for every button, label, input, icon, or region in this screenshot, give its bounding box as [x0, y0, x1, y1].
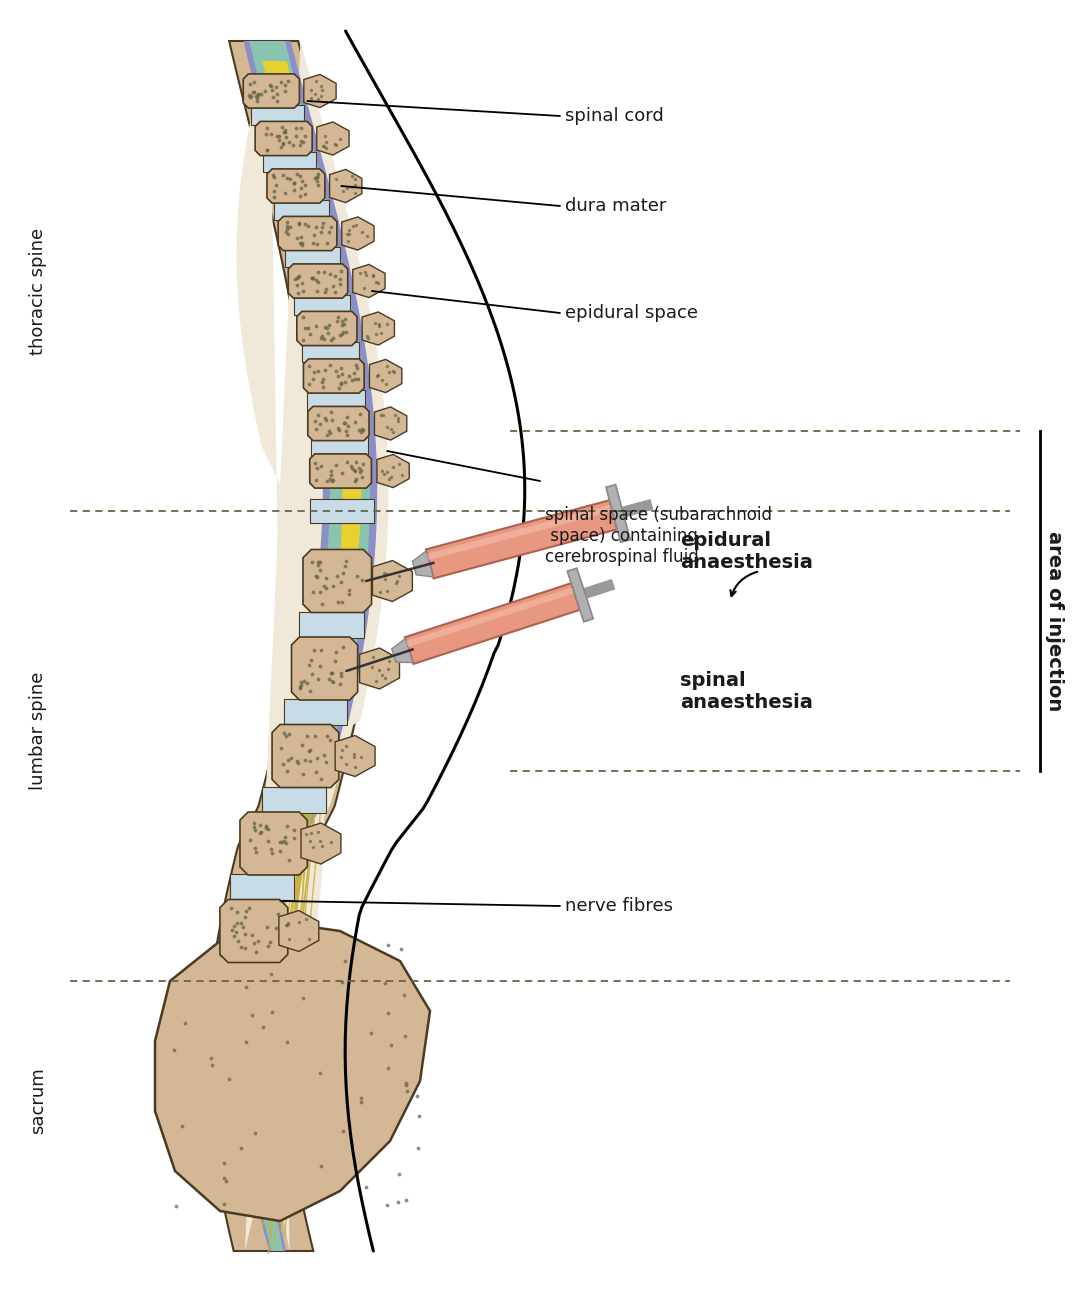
Polygon shape: [303, 359, 364, 393]
Polygon shape: [427, 505, 612, 561]
Polygon shape: [303, 549, 372, 613]
Polygon shape: [392, 639, 413, 662]
Polygon shape: [375, 407, 407, 440]
Polygon shape: [240, 42, 370, 1252]
Polygon shape: [310, 454, 372, 488]
Polygon shape: [302, 342, 359, 362]
Text: spinal cord: spinal cord: [565, 107, 664, 125]
Polygon shape: [220, 899, 287, 963]
Polygon shape: [262, 61, 362, 742]
Polygon shape: [230, 874, 294, 900]
Polygon shape: [251, 105, 303, 125]
Polygon shape: [235, 42, 377, 1252]
Text: area of injection: area of injection: [1045, 531, 1065, 712]
Polygon shape: [285, 247, 340, 267]
Polygon shape: [316, 122, 349, 155]
Text: sacrum: sacrum: [29, 1068, 48, 1134]
Polygon shape: [279, 216, 337, 251]
Polygon shape: [360, 648, 400, 690]
Polygon shape: [207, 42, 384, 1252]
Polygon shape: [405, 583, 580, 664]
Polygon shape: [274, 200, 328, 220]
Text: nerve fibres: nerve fibres: [565, 896, 673, 915]
Polygon shape: [413, 550, 433, 576]
Polygon shape: [237, 42, 389, 1252]
Polygon shape: [299, 611, 364, 637]
Polygon shape: [292, 637, 357, 700]
Polygon shape: [262, 152, 316, 172]
Polygon shape: [294, 295, 350, 315]
Polygon shape: [279, 911, 319, 951]
Polygon shape: [303, 74, 336, 108]
Polygon shape: [288, 264, 348, 298]
Polygon shape: [362, 312, 394, 345]
Text: dura mater: dura mater: [565, 196, 666, 215]
Polygon shape: [284, 699, 347, 725]
Text: epidural space: epidural space: [565, 304, 698, 323]
Polygon shape: [156, 921, 430, 1222]
Text: epidural
anaesthesia: epidural anaesthesia: [680, 531, 813, 571]
Polygon shape: [329, 169, 362, 203]
Polygon shape: [297, 311, 356, 346]
Text: thoracic spine: thoracic spine: [29, 228, 48, 355]
Polygon shape: [373, 561, 413, 601]
Polygon shape: [406, 587, 575, 648]
Text: spinal space (subarachnoid
 space) containing
cerebrospinal fluid: spinal space (subarachnoid space) contai…: [545, 506, 772, 566]
Polygon shape: [567, 569, 593, 622]
Polygon shape: [262, 787, 325, 813]
Polygon shape: [255, 121, 312, 156]
Polygon shape: [369, 359, 402, 393]
Polygon shape: [311, 437, 368, 457]
Polygon shape: [243, 74, 299, 108]
Text: lumbar spine: lumbar spine: [29, 671, 48, 790]
Polygon shape: [272, 725, 339, 787]
Polygon shape: [240, 812, 308, 876]
Polygon shape: [341, 217, 374, 250]
Polygon shape: [301, 824, 341, 864]
Polygon shape: [310, 500, 374, 523]
Polygon shape: [377, 454, 409, 488]
Polygon shape: [335, 735, 375, 777]
Polygon shape: [606, 485, 631, 543]
Polygon shape: [267, 169, 325, 203]
Text: spinal
anaesthesia: spinal anaesthesia: [680, 670, 813, 712]
Polygon shape: [353, 264, 386, 298]
Polygon shape: [308, 390, 365, 410]
Polygon shape: [308, 406, 369, 441]
Polygon shape: [426, 501, 617, 579]
